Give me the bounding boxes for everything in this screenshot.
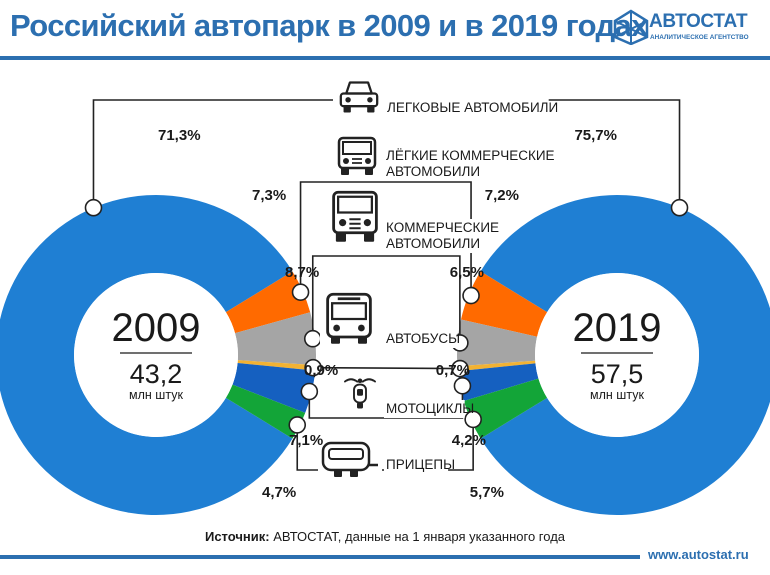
category-label-line: МОТОЦИКЛЫ	[386, 401, 474, 416]
category-label-line: ЛЁГКИЕ КОММЕРЧЕСКИЕ	[386, 148, 555, 163]
connector-line	[311, 255, 461, 343]
slice-marker	[451, 359, 469, 378]
slice-marker	[453, 377, 472, 395]
category-label-0: ЛЕГКОВЫЕ АВТОМОБИЛИ	[385, 99, 558, 117]
slice-marker	[462, 286, 480, 305]
pct-label-2009-1: 7,3%	[252, 187, 286, 204]
donut-slice-2019-5	[463, 378, 548, 439]
trailer-icon	[318, 438, 382, 482]
donut-slice-2009-1	[225, 271, 311, 334]
donut-2009	[0, 195, 316, 515]
donut-slice-2009-5	[225, 384, 306, 439]
source-note: Источник: АВТОСТАТ, данные на 1 января у…	[0, 529, 770, 544]
center-year-2019: 2019	[573, 306, 662, 350]
motorcycle-icon	[340, 371, 380, 413]
donut-slice-2009-3	[237, 360, 316, 371]
pct-label-2019-1: 7,2%	[485, 187, 519, 204]
pct-label-2009-5: 4,7%	[262, 484, 296, 501]
donut-slice-2019-0	[480, 195, 770, 515]
category-label-line: АВТОМОБИЛИ	[386, 164, 480, 179]
autostat-logo-icon	[613, 9, 649, 45]
donut-slice-2019-4	[457, 363, 539, 402]
source-label: Источник:	[204, 529, 270, 544]
van-icon	[331, 133, 383, 181]
donut-slice-2009-0	[0, 195, 293, 515]
footer-rule	[0, 555, 640, 559]
bus-icon	[320, 290, 378, 348]
center-year-2009: 2009	[112, 306, 201, 350]
pct-label-2009-3: 0,9%	[304, 362, 338, 379]
slice-marker	[303, 329, 322, 348]
pct-label-2009-4: 7,1%	[289, 432, 323, 449]
donut-slice-2019-3	[457, 360, 536, 372]
center-total-2009: 43,2	[130, 359, 183, 389]
pct-label-2019-2: 6,5%	[450, 264, 484, 281]
autostat-logo: АВТОСТАТ АНАЛИТИЧЕСКОЕ АГЕНТСТВО	[612, 9, 762, 49]
center-unit-2009: млн штук	[129, 388, 183, 402]
page-title: Российский автопарк в 2009 и в 2019 года…	[10, 8, 648, 43]
category-label-line: ЛЕГКОВЫЕ АВТОМОБИЛИ	[387, 100, 558, 115]
donut-slice-2009-2	[235, 312, 316, 366]
site-url[interactable]: www.autostat.ru	[648, 547, 749, 562]
slice-marker	[304, 358, 322, 377]
category-label-4: МОТОЦИКЛЫ	[384, 400, 474, 418]
pct-label-2019-3: 0,7%	[436, 362, 470, 379]
category-label-line: ПРИЦЕПЫ	[386, 457, 455, 472]
center-total-2019: 57,5	[591, 359, 644, 389]
slice-marker	[300, 382, 319, 401]
logo-subtitle: АНАЛИТИЧЕСКОЕ АГЕНТСТВО	[650, 34, 749, 41]
category-label-line: КОММЕРЧЕСКИЕ	[386, 220, 499, 235]
slice-marker	[288, 416, 307, 434]
donut-2019	[457, 195, 770, 515]
pct-label-2019-4: 4,2%	[452, 432, 486, 449]
pct-label-2009-0: 71,3%	[158, 127, 201, 144]
logo-name: АВТОСТАТ	[649, 11, 748, 32]
donut-slice-2019-1	[460, 271, 548, 337]
category-label-line: АВТОМОБИЛИ	[386, 236, 480, 251]
slice-marker	[670, 198, 689, 217]
category-label-line: АВТОБУСЫ	[386, 331, 460, 346]
slice-marker	[464, 410, 482, 429]
pct-label-2019-0: 75,7%	[574, 127, 617, 144]
donut-slice-2019-2	[457, 319, 538, 367]
truck-icon	[326, 188, 384, 246]
center-unit-2019: млн штук	[590, 388, 644, 402]
donut-slice-2009-4	[232, 362, 316, 413]
pct-label-2009-2: 8,7%	[285, 264, 319, 281]
category-label-3: АВТОБУСЫ	[384, 330, 460, 348]
car-icon	[333, 76, 385, 120]
connector-коммерческие-автомобили	[303, 255, 469, 352]
slice-marker	[84, 198, 103, 217]
header-rule	[0, 56, 770, 60]
connector-line	[313, 366, 460, 370]
category-label-5: ПРИЦЕПЫ	[384, 456, 455, 474]
slice-marker	[291, 283, 310, 301]
connector-лёгкие-коммерческие-автомобили	[291, 181, 480, 305]
pct-label-2019-5: 5,7%	[470, 484, 504, 501]
source-text: АВТОСТАТ, данные на 1 января указанного …	[273, 529, 566, 544]
connector-автобусы	[304, 358, 469, 378]
